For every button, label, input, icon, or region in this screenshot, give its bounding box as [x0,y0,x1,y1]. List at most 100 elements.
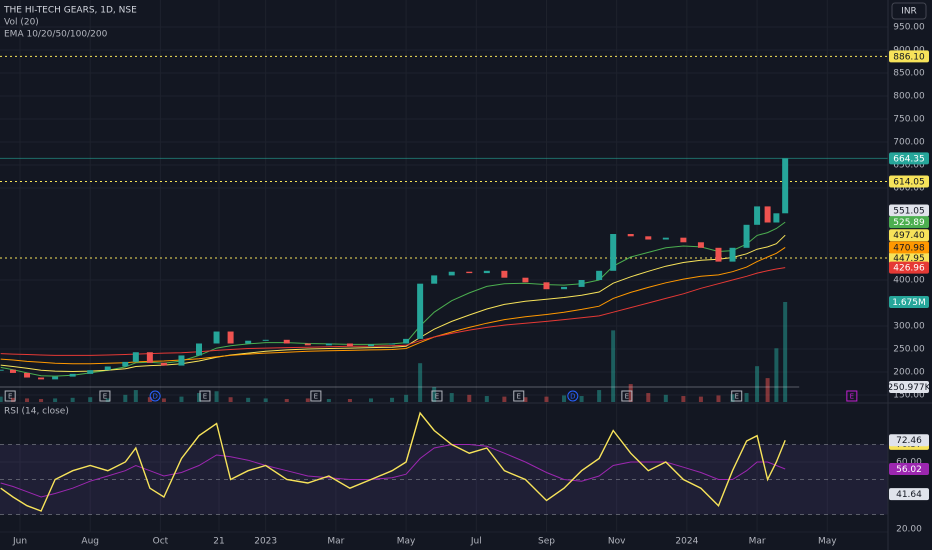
volume-bar [161,398,166,402]
event-marker [621,390,633,402]
volume-bar [755,366,760,402]
candle [466,271,473,274]
candle [0,369,4,371]
event-label: E [850,393,854,401]
volume-bar [88,397,93,402]
candle [561,286,568,290]
candle [417,283,424,339]
price-badge: 72.46 [889,434,929,447]
candle [596,270,603,281]
volume-bar [562,395,567,402]
volume-bar [432,387,437,402]
y-tick-label: 60.00 [896,457,922,467]
badge-box [889,251,929,264]
ema-line [0,234,786,373]
candle [196,343,203,356]
volume-bar [133,390,138,402]
candle [764,206,771,223]
badge-box [889,229,929,242]
candle [283,339,290,344]
y-tick-label: 300.00 [893,322,925,332]
price-badge: 664.35 [889,152,929,165]
x-tick-label: May [397,537,416,547]
volume-bar [663,394,668,402]
badge-label: 41.64 [896,490,922,500]
candle [104,366,111,371]
badge-label: 551.05 [893,207,925,217]
y-tick-label: 850.00 [893,69,925,79]
currency-box[interactable] [891,2,927,20]
volume-bar [105,398,110,402]
event-marker [99,390,111,402]
candle [610,234,617,271]
candle [227,331,234,344]
candle [483,270,490,274]
volume-bar [744,393,749,402]
volume-bar [347,399,352,402]
volume-bar [418,363,423,402]
price-badge: 886.10 [889,50,929,63]
y-tick-label: 200.00 [893,368,925,378]
candle [697,242,704,248]
event-label: E [103,393,107,401]
badge-label: 470.98 [893,243,925,253]
volume-bar [646,393,651,402]
volume-bar [628,384,633,402]
event-label: E [625,393,629,401]
volume-bar [502,396,507,402]
x-tick-label: Sep [538,537,555,547]
x-tick-label: Mar [327,537,344,547]
x-tick-label: Jul [470,537,482,547]
price-badge: 525.89 [889,216,929,229]
volume-bar [484,396,489,402]
y-tick-label: 650.00 [893,161,925,171]
candle [122,361,129,367]
volume-bar [698,396,703,402]
event-label: D [152,393,157,401]
candle [132,352,139,362]
ema-line [0,267,786,356]
y-tick-label: 700.00 [893,138,925,148]
price-badge: 497.40 [889,229,929,242]
rsi-line [0,444,786,498]
event-label: D [570,393,575,401]
x-tick-label: 2024 [675,537,698,547]
volume-bar [214,391,219,402]
volume-bar [467,394,472,402]
event-marker [846,390,858,402]
candle [448,271,455,276]
badge-label: 614.05 [893,178,925,188]
candle [662,237,669,240]
candle [645,236,652,240]
y-tick-label: 750.00 [893,115,925,125]
symbol-title: THE HI-TECH GEARS, 1D, NSE [3,6,137,16]
badge-box [889,434,929,447]
volume-bar [523,397,528,402]
candle [773,213,780,223]
event-label: E [314,393,318,401]
volume-bar [544,396,549,402]
volume-bar [123,394,128,402]
badge-label: 886.10 [893,52,925,62]
candle [160,362,167,366]
volume-bar [228,397,233,402]
candle [262,339,269,341]
candle [403,338,410,344]
candle [729,247,736,262]
badges: 886.10 614.05 447.95 551.05 664.35 525.89 497.… [887,50,932,501]
volume-bar [305,398,310,402]
badge-label: 250.977K [887,383,931,393]
candle [304,343,311,346]
price-badge: 470.98 [889,241,929,254]
badge-label: 56.02 [896,465,922,475]
badge-box [889,381,929,394]
event-marker [431,390,443,402]
x-tick-label: 2023 [254,537,277,547]
currency[interactable]: INR [901,7,917,17]
candle [146,352,153,363]
price-badge: 551.05 [889,204,929,217]
price-badge: 1.675M [889,296,929,308]
volume-bar [326,399,331,402]
